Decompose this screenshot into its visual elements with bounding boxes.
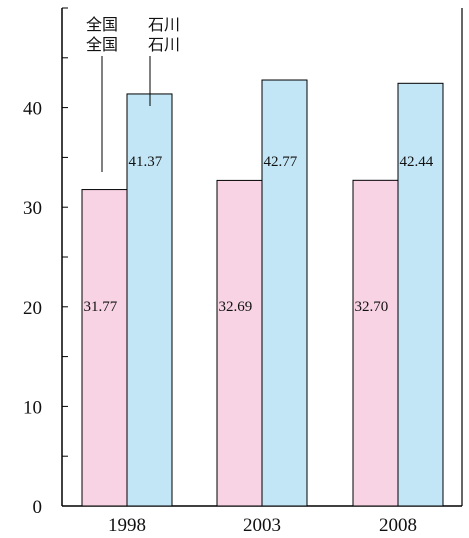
y-tick-label: 20 — [23, 298, 42, 319]
x-tick-label: 2008 — [379, 515, 417, 536]
data-label: 32.70 — [355, 299, 389, 315]
data-label: 42.77 — [264, 154, 298, 170]
bar-ishikawa-1998 — [126, 93, 173, 507]
x-tick-label: 2003 — [243, 515, 281, 536]
bar-national-2008 — [352, 179, 399, 507]
bars: 31.77 32.69 32.70 41.37 42.77 42.44 — [81, 79, 444, 507]
x-tick-label: 1998 — [108, 515, 146, 536]
y-tick-label: 30 — [23, 198, 42, 219]
data-label: 31.77 — [84, 299, 118, 315]
y-tick-label: 0 — [33, 497, 43, 518]
bar-ishikawa-2003 — [261, 79, 308, 507]
legend-label: 全国 — [86, 35, 118, 54]
data-label: 32.69 — [219, 299, 253, 315]
bar-ishikawa-2008 — [397, 82, 444, 507]
legend-label: 全国 — [86, 15, 118, 34]
legend-label: 石川 — [148, 35, 180, 54]
data-label: 42.44 — [400, 154, 434, 170]
bar-national-2003 — [216, 179, 263, 507]
data-label: 41.37 — [129, 154, 163, 170]
legend-label: 石川 — [148, 15, 180, 34]
y-tick-label: 40 — [23, 99, 42, 120]
bar-national-1998 — [81, 189, 128, 507]
y-tick-label: 10 — [23, 397, 42, 418]
